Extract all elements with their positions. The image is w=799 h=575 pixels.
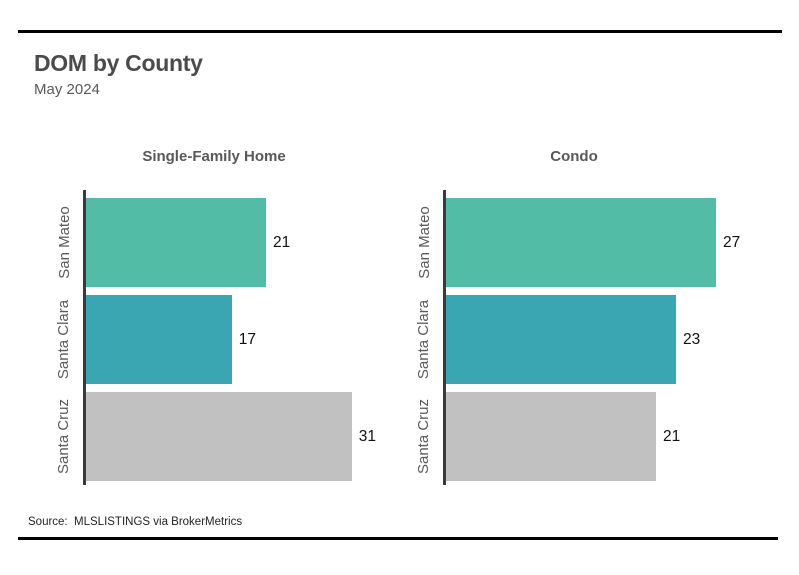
bar-value-label-santa-cruz: 31 <box>358 427 376 445</box>
y-axis-label-text: Santa Cruz <box>415 398 433 475</box>
bar-santa-clara <box>86 295 232 384</box>
y-axis-label-text: Santa Cruz <box>55 398 73 475</box>
bar-value-label-santa-clara: 23 <box>683 330 701 348</box>
chart-title: DOM by County <box>34 50 203 76</box>
bar-value-label-santa-cruz: 21 <box>663 427 681 445</box>
bar-track-san-mateo: 21 <box>86 198 386 287</box>
bottom-rule <box>18 537 778 540</box>
bar-san-mateo <box>446 198 716 287</box>
bar-row-san-mateo: San Mateo 27 <box>405 198 748 287</box>
y-axis-label-santa-cruz: Santa Cruz <box>405 392 443 481</box>
bar-track-santa-clara: 23 <box>446 295 746 384</box>
y-axis-label-santa-cruz: Santa Cruz <box>45 392 83 481</box>
y-axis-label-santa-clara: Santa Clara <box>405 295 443 384</box>
y-axis-label-text: San Mateo <box>55 206 73 279</box>
bar-value-label-san-mateo: 21 <box>273 233 291 251</box>
bar-santa-cruz <box>86 392 352 481</box>
bar-row-san-mateo: San Mateo 21 <box>45 198 388 287</box>
charts-container: Single-Family Home San Mateo 21 Santa Clara… <box>45 148 748 485</box>
plot-area-condo: San Mateo 27 Santa Clara 23 Santa Cruz 21 <box>405 190 748 485</box>
bar-track-santa-cruz: 21 <box>446 392 746 481</box>
panel-single-family-home: Single-Family Home San Mateo 21 Santa Clara… <box>45 148 388 485</box>
bar-value-label-santa-clara: 17 <box>238 330 256 348</box>
bar-row-santa-cruz: Santa Cruz 31 <box>45 392 388 481</box>
top-rule <box>18 30 782 33</box>
bar-row-santa-clara: Santa Clara 17 <box>45 295 388 384</box>
bar-track-santa-clara: 17 <box>86 295 386 384</box>
y-axis-label-text: Santa Clara <box>55 299 73 380</box>
y-axis-line <box>443 190 446 485</box>
bar-santa-clara <box>446 295 676 384</box>
y-axis-label-text: San Mateo <box>415 206 433 279</box>
chart-subtitle: May 2024 <box>34 81 100 98</box>
bar-value-label-san-mateo: 27 <box>723 233 741 251</box>
bar-row-santa-clara: Santa Clara 23 <box>405 295 748 384</box>
bar-track-san-mateo: 27 <box>446 198 746 287</box>
y-axis-label-text: Santa Clara <box>415 299 433 380</box>
bar-row-santa-cruz: Santa Cruz 21 <box>405 392 748 481</box>
y-axis-line <box>83 190 86 485</box>
y-axis-label-san-mateo: San Mateo <box>45 198 83 287</box>
y-axis-label-santa-clara: Santa Clara <box>45 295 83 384</box>
y-axis-label-san-mateo: San Mateo <box>405 198 443 287</box>
bar-santa-cruz <box>446 392 656 481</box>
panel-title-condo: Condo <box>550 148 598 165</box>
panel-condo: Condo San Mateo 27 Santa Clara 23 Santa Cruz 2… <box>405 148 748 485</box>
bar-track-santa-cruz: 31 <box>86 392 386 481</box>
plot-area-single-family-home: San Mateo 21 Santa Clara 17 Santa Cruz 31 <box>45 190 388 485</box>
source-note: Source: MLSLISTINGS via BrokerMetrics <box>28 516 243 528</box>
bar-san-mateo <box>86 198 266 287</box>
panel-title-single-family-home: Single-Family Home <box>142 148 286 165</box>
